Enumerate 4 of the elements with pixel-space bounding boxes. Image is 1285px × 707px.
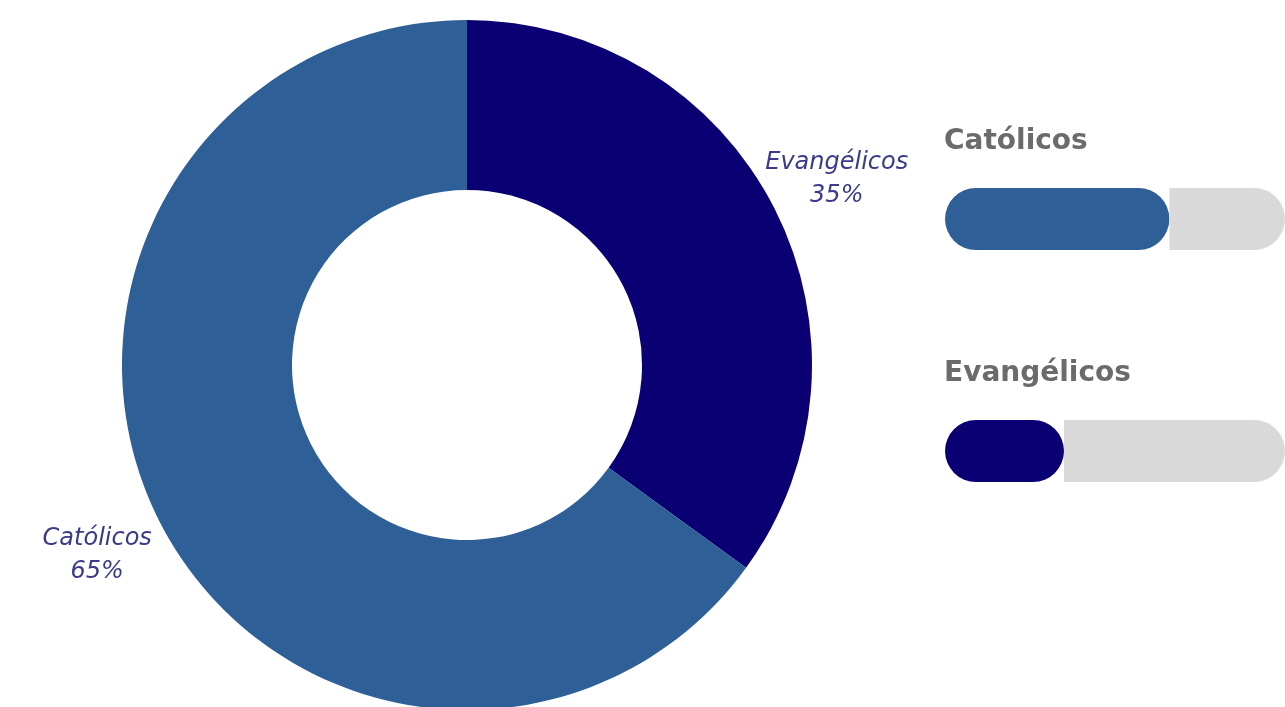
slice-label: Evangélicos [765, 146, 909, 175]
slice-label: Católicos [42, 523, 152, 552]
data-label: 65% [70, 556, 124, 585]
data-label: 35% [810, 179, 864, 208]
